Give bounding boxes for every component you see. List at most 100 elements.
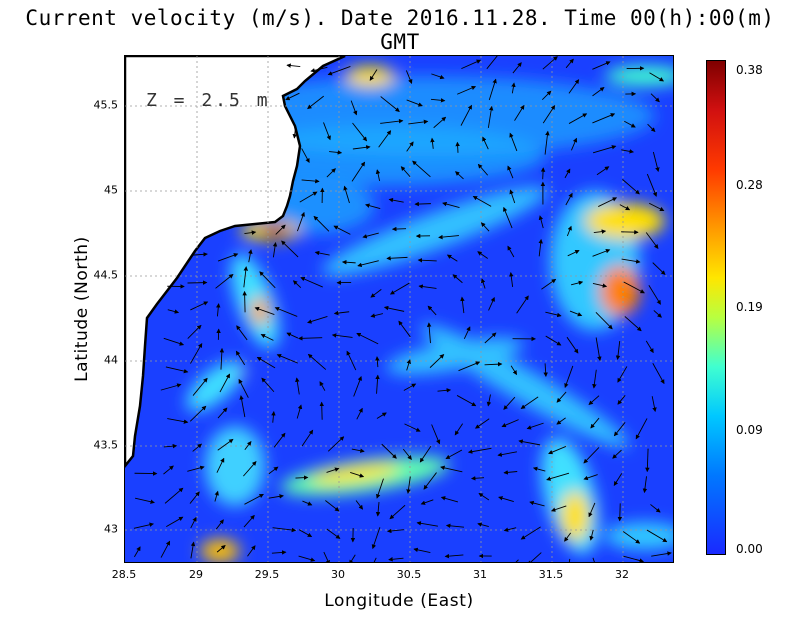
current-vector-arrow [274, 306, 298, 317]
colorbar-label: 0.38 [736, 63, 763, 77]
current-vector-arrow [624, 120, 636, 128]
current-vector-arrow [216, 457, 225, 473]
current-vector-arrow [527, 552, 542, 562]
current-vector-arrow [327, 436, 345, 452]
current-vector-arrow [501, 419, 519, 428]
current-vector-arrow [375, 374, 380, 394]
current-vector-arrow [378, 130, 392, 148]
current-vector-arrow [488, 296, 495, 311]
current-vector-arrow [333, 225, 351, 235]
current-vector-arrow [406, 141, 414, 152]
current-vector-arrow [386, 528, 404, 534]
current-vector-arrow [298, 555, 316, 562]
current-vector-arrow [380, 118, 404, 124]
current-vector-arrow [592, 249, 611, 257]
x-axis-label: Longitude (East) [324, 591, 474, 611]
current-vector-arrow [215, 519, 224, 530]
current-vector-arrow [423, 472, 437, 490]
current-vector-arrow [406, 476, 411, 494]
current-vector-arrow [418, 284, 437, 289]
current-vector-arrow [349, 554, 356, 562]
current-vector-arrow [133, 522, 154, 529]
current-vector-arrow [472, 195, 492, 207]
current-vector-arrow [497, 451, 517, 457]
current-vector-arrow [389, 282, 410, 295]
speed-field [186, 66, 673, 562]
current-vector-arrow [416, 521, 438, 527]
current-vector-arrow [167, 418, 189, 424]
current-vector-arrow [310, 66, 328, 73]
y-axis-label: Latitude (North) [72, 236, 92, 382]
current-vector-arrow [388, 197, 404, 203]
current-vector-arrow [437, 388, 452, 393]
x-tick: 28.5 [111, 568, 137, 581]
current-vector-arrow [480, 222, 490, 232]
current-vector-arrow [477, 163, 489, 176]
current-vector-arrow [564, 532, 572, 542]
current-vector-arrow [326, 168, 336, 178]
current-vector-arrow [588, 395, 600, 405]
current-vector-arrow [386, 256, 408, 261]
current-vector-arrow [429, 354, 445, 368]
current-vector-arrow [272, 242, 278, 258]
current-vector-arrow [192, 252, 208, 257]
current-vector-arrow [300, 277, 323, 288]
current-vector-arrow [529, 500, 545, 507]
current-vector-arrow [217, 253, 239, 262]
current-vector-arrow [351, 161, 366, 182]
current-vector-arrow [516, 295, 529, 314]
colorbar [706, 60, 726, 555]
current-vector-arrow [285, 92, 300, 101]
current-vector-arrow [406, 99, 423, 107]
current-vector-arrow [216, 303, 221, 317]
current-vector-arrow [545, 311, 562, 318]
current-vector-arrow [433, 116, 447, 129]
x-tick: 29 [189, 568, 203, 581]
current-vector-arrow [260, 334, 274, 341]
current-vector-arrow [400, 166, 411, 178]
current-vector-arrow [215, 273, 234, 289]
current-vector-arrow [350, 100, 358, 116]
y-tick: 44 [104, 353, 118, 367]
current-vector-arrow [518, 439, 541, 446]
current-vector-arrow [460, 296, 465, 314]
current-vector-arrow [592, 145, 617, 154]
current-vector-arrow [556, 391, 567, 403]
current-vector-arrow [259, 271, 276, 289]
current-vector-arrow [295, 475, 309, 480]
current-vector-arrow [595, 311, 613, 330]
current-vector-arrow [307, 353, 327, 370]
current-vector-arrow [507, 245, 515, 258]
current-vector-arrow [243, 461, 257, 477]
current-vector-arrow [538, 238, 543, 257]
current-vector-arrow [590, 417, 600, 429]
y-tick: 43.5 [93, 438, 119, 452]
current-vector-arrow [298, 336, 323, 341]
current-vector-arrow [474, 418, 490, 429]
current-vector-arrow [454, 423, 464, 436]
y-tick: 45 [104, 183, 118, 197]
current-vector-arrow [235, 350, 246, 366]
current-vector-arrow [477, 251, 489, 259]
current-vector-arrow [438, 234, 459, 240]
current-vector-arrow [238, 378, 249, 398]
current-vector-arrow [498, 496, 514, 502]
current-vector-arrow [376, 478, 384, 499]
y-tick: 43 [104, 522, 118, 536]
current-vector-arrow [445, 523, 465, 529]
x-tick: 32 [615, 568, 629, 581]
current-vector-arrow [412, 160, 431, 178]
current-vector-arrow [163, 465, 174, 475]
current-vector-arrow [653, 310, 662, 318]
current-vector-arrow [635, 418, 648, 440]
current-vector-arrow [617, 503, 623, 522]
current-vector-arrow [192, 377, 208, 396]
current-vector-arrow [482, 136, 489, 150]
current-vector-arrow [286, 332, 299, 339]
colorbar-label: 0.09 [736, 423, 763, 437]
current-vector-arrow [596, 166, 610, 176]
current-vector-arrow [296, 404, 303, 419]
current-vector-arrow [426, 322, 432, 344]
current-vector-arrow [457, 85, 477, 95]
current-vector-arrow [192, 443, 203, 452]
